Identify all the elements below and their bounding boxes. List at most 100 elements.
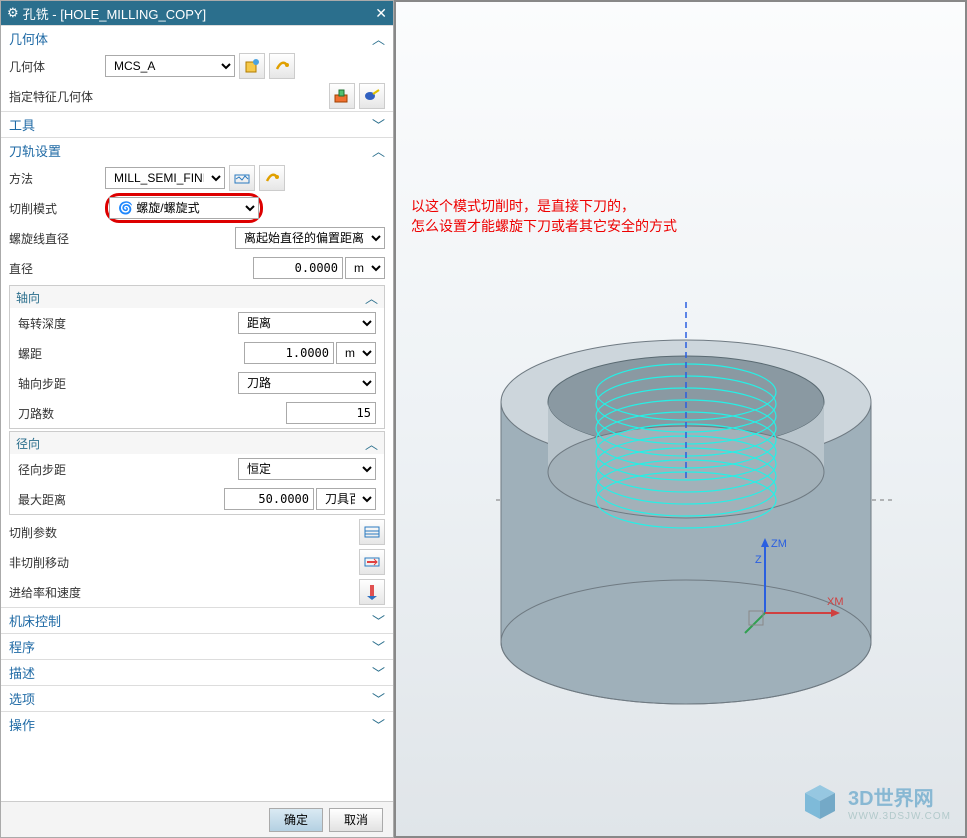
- row-body: 几何体 MCS_A: [1, 51, 393, 81]
- section-op[interactable]: 操作﹀: [1, 711, 393, 737]
- radstep-label: 径向步距: [18, 461, 114, 478]
- prog-label: 程序: [9, 637, 372, 656]
- row-radstep: 径向步距 恒定: [10, 454, 384, 484]
- passes-input[interactable]: [286, 402, 376, 424]
- axial-label: 轴向: [16, 289, 365, 306]
- row-passes: 刀路数: [10, 398, 384, 428]
- cutmode-select[interactable]: 🌀 螺旋/螺旋式: [109, 197, 259, 219]
- red-circle-annotation: 🌀 螺旋/螺旋式: [105, 193, 263, 223]
- row-feeds: 进给率和速度: [1, 577, 393, 607]
- dialog-body-scroll[interactable]: 几何体 ︿ 几何体 MCS_A 指定特征几何体 工具 ﹀ 刀轨设置 ︿ 方法 M…: [1, 25, 393, 801]
- chevron-down-icon: ﹀: [372, 715, 385, 734]
- annot-line2: 怎么设置才能螺旋下刀或者其它安全的方式: [411, 217, 677, 237]
- section-path[interactable]: 刀轨设置 ︿: [1, 137, 393, 163]
- feeds-icon[interactable]: [359, 579, 385, 605]
- row-cutmode: 切削模式 🌀 螺旋/螺旋式: [1, 193, 393, 223]
- spiral-dia-select[interactable]: 离起始直径的偏置距离: [235, 227, 385, 249]
- maxdist-input[interactable]: [224, 488, 314, 510]
- spiral-dia-label: 螺旋线直径: [9, 230, 105, 247]
- diameter-unit[interactable]: mm: [345, 257, 385, 279]
- pitch-unit[interactable]: mm: [336, 342, 376, 364]
- watermark-logo: 3D世界网 WWW.3DSJW.COM: [800, 782, 951, 822]
- cube-icon: [800, 782, 840, 822]
- body-label: 几何体: [9, 58, 105, 75]
- feature-show-icon[interactable]: [359, 83, 385, 109]
- method-select[interactable]: MILL_SEMI_FINISI: [105, 167, 225, 189]
- chevron-down-icon: ﹀: [372, 115, 385, 134]
- cancel-button[interactable]: 取消: [329, 808, 383, 832]
- chevron-down-icon: ﹀: [372, 637, 385, 656]
- titlebar: ⚙ 孔铣 - [HOLE_MILLING_COPY] ✕: [1, 1, 393, 25]
- section-tool[interactable]: 工具 ﹀: [1, 111, 393, 137]
- logo-text: 3D世界网: [848, 782, 951, 811]
- chevron-down-icon: ﹀: [372, 689, 385, 708]
- coord-triad: ZM Z XM: [735, 533, 845, 646]
- method-label: 方法: [9, 170, 105, 187]
- logo-sub: WWW.3DSJW.COM: [848, 811, 951, 822]
- section-geometry-label: 几何体: [9, 29, 372, 48]
- maxdist-label: 最大距离: [18, 491, 114, 508]
- body-edit-icon[interactable]: [269, 53, 295, 79]
- feature-geom-label: 指定特征几何体: [9, 88, 149, 105]
- axstep-label: 轴向步距: [18, 375, 114, 392]
- pitch-label: 螺距: [18, 345, 114, 362]
- close-icon[interactable]: ✕: [375, 5, 387, 22]
- row-perrev: 每转深度 距离: [10, 308, 384, 338]
- chevron-up-icon: ︿: [365, 434, 378, 453]
- row-pitch: 螺距 mm: [10, 338, 384, 368]
- method-view-icon[interactable]: [229, 165, 255, 191]
- row-maxdist: 最大距离 刀具百分: [10, 484, 384, 514]
- dialog-title: 孔铣 - [HOLE_MILLING_COPY]: [23, 4, 376, 23]
- row-method: 方法 MILL_SEMI_FINISI: [1, 163, 393, 193]
- row-cut-params: 切削参数: [1, 517, 393, 547]
- feature-select-icon[interactable]: [329, 83, 355, 109]
- radstep-select[interactable]: 恒定: [238, 458, 376, 480]
- chevron-up-icon: ︿: [372, 141, 385, 160]
- section-opt[interactable]: 选项﹀: [1, 685, 393, 711]
- cutmode-label: 切削模式: [9, 200, 105, 217]
- section-prog[interactable]: 程序﹀: [1, 633, 393, 659]
- 3d-viewport[interactable]: 以这个模式切削时，是直接下刀的， 怎么设置才能螺旋下刀或者其它安全的方式 ZM …: [394, 0, 967, 838]
- row-diameter: 直径 mm: [1, 253, 393, 283]
- diameter-input[interactable]: [253, 257, 343, 279]
- perrev-select[interactable]: 距离: [238, 312, 376, 334]
- row-axstep: 轴向步距 刀路: [10, 368, 384, 398]
- noncut-icon[interactable]: [359, 549, 385, 575]
- row-feature-geom: 指定特征几何体: [1, 81, 393, 111]
- desc-label: 描述: [9, 663, 372, 682]
- pitch-input[interactable]: [244, 342, 334, 364]
- dialog-panel: ⚙ 孔铣 - [HOLE_MILLING_COPY] ✕ 几何体 ︿ 几何体 M…: [0, 0, 394, 838]
- axstep-select[interactable]: 刀路: [238, 372, 376, 394]
- group-axial: 轴向 ︿ 每转深度 距离 螺距 mm 轴向步距 刀路 刀路数: [9, 285, 385, 429]
- annot-line1: 以这个模式切削时，是直接下刀的，: [411, 197, 677, 217]
- cut-params-icon[interactable]: [359, 519, 385, 545]
- passes-label: 刀路数: [18, 405, 114, 422]
- group-radial-hdr[interactable]: 径向 ︿: [10, 432, 384, 454]
- row-noncut: 非切削移动: [1, 547, 393, 577]
- section-path-label: 刀轨设置: [9, 141, 372, 160]
- maxdist-unit[interactable]: 刀具百分: [316, 488, 376, 510]
- method-edit-icon[interactable]: [259, 165, 285, 191]
- ok-button[interactable]: 确定: [269, 808, 323, 832]
- chevron-up-icon: ︿: [372, 29, 385, 48]
- feeds-label: 进给率和速度: [9, 584, 105, 601]
- section-desc[interactable]: 描述﹀: [1, 659, 393, 685]
- gear-icon: ⚙: [7, 5, 19, 21]
- cut-params-label: 切削参数: [9, 524, 105, 541]
- section-tool-label: 工具: [9, 115, 372, 134]
- group-axial-hdr[interactable]: 轴向 ︿: [10, 286, 384, 308]
- perrev-label: 每转深度: [18, 315, 114, 332]
- op-label: 操作: [9, 715, 372, 734]
- section-mc[interactable]: 机床控制﹀: [1, 607, 393, 633]
- section-geometry[interactable]: 几何体 ︿: [1, 25, 393, 51]
- noncut-label: 非切削移动: [9, 554, 105, 571]
- chevron-up-icon: ︿: [365, 288, 378, 307]
- triad-z: Z: [755, 554, 762, 566]
- triad-zm: ZM: [771, 538, 787, 550]
- triad-xm: XM: [827, 596, 844, 608]
- ring-model: [466, 282, 906, 722]
- opt-label: 选项: [9, 689, 372, 708]
- body-select[interactable]: MCS_A: [105, 55, 235, 77]
- radial-label: 径向: [16, 435, 365, 452]
- body-new-icon[interactable]: [239, 53, 265, 79]
